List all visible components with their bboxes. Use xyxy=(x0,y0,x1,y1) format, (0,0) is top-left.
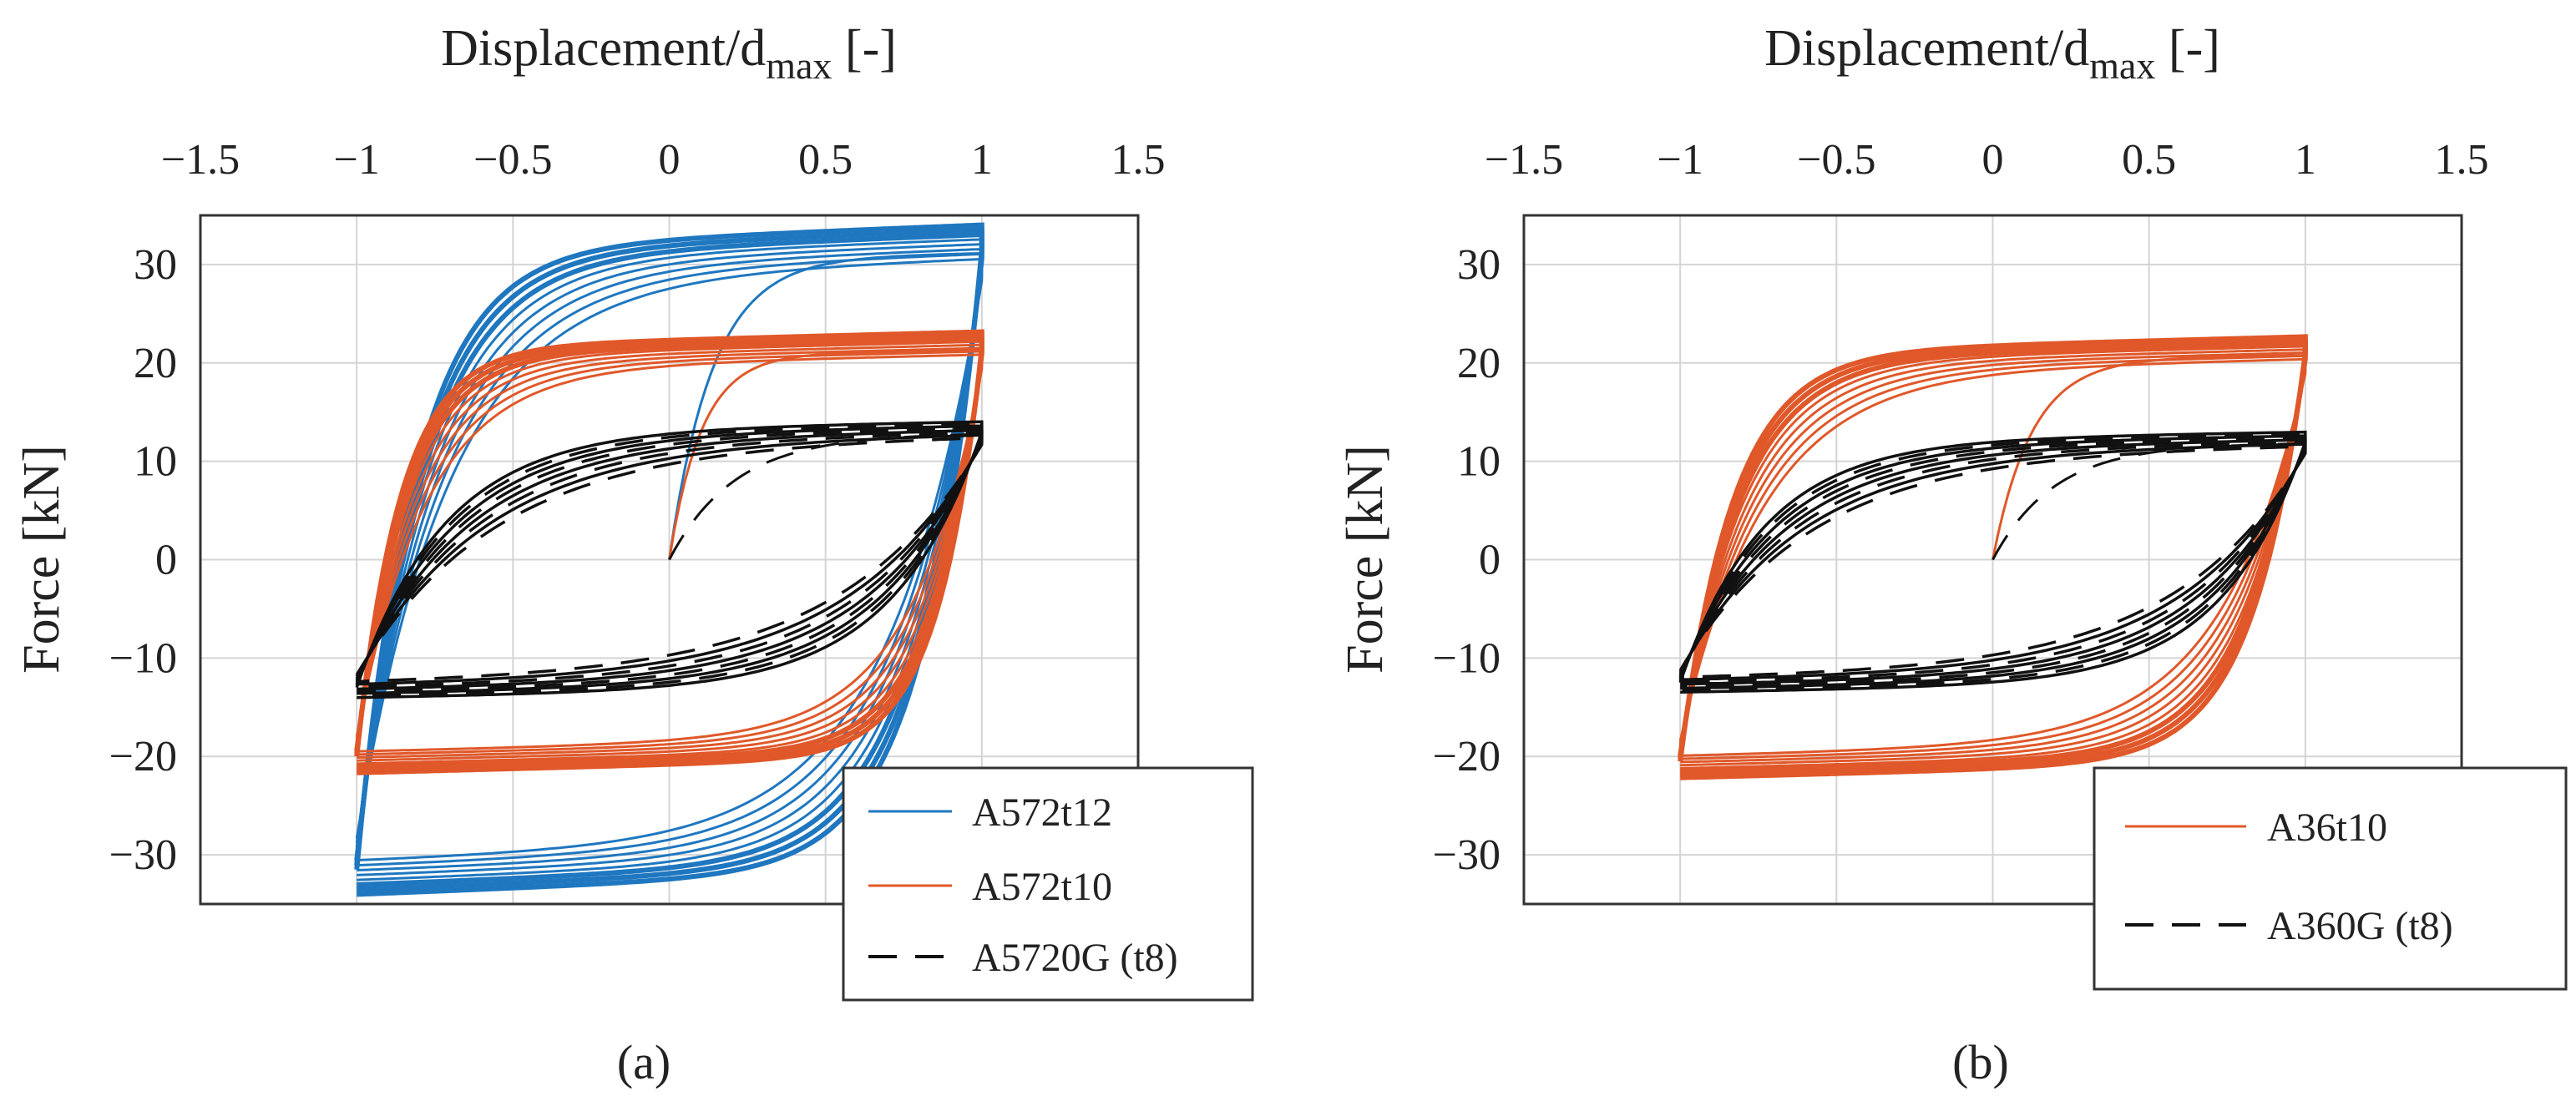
x-axis-title-a: Displacement/dmax [-] xyxy=(441,20,897,87)
x-tick-label: −1.5 xyxy=(1485,136,1563,184)
x-tick-label: 1.5 xyxy=(2435,136,2489,184)
series-a5720g-t8- xyxy=(355,420,984,699)
x-tick-label: −1.5 xyxy=(161,136,240,184)
initial-loading-curve xyxy=(668,349,982,560)
x-tick-label: 1 xyxy=(971,136,993,184)
x-tick-label: −0.5 xyxy=(473,136,552,184)
hysteresis-loop xyxy=(354,222,984,897)
legend-label-a572t10: A572t10 xyxy=(972,865,1112,909)
axes-frame-a xyxy=(199,214,1140,906)
curves-a xyxy=(354,222,984,897)
hysteresis-loop xyxy=(1678,430,2307,694)
legend-box-a xyxy=(842,766,1254,1002)
x-tick-label: 0 xyxy=(1982,136,2004,184)
axes-frame-b xyxy=(1522,214,2463,906)
legend-label-a572t12: A572t12 xyxy=(972,790,1112,835)
y-tick-label: −30 xyxy=(1433,831,1501,879)
x-tick-label: 0.5 xyxy=(798,136,853,184)
hysteresis-loop xyxy=(355,420,984,699)
y-tick-label: 20 xyxy=(134,340,177,387)
x-tick-label: −0.5 xyxy=(1797,136,1875,184)
panel-label-b: (b) xyxy=(1952,1035,2009,1089)
x-tick-labels-b: −1.5 −1 −0.5 0 0.5 1 1.5 xyxy=(1485,136,2489,184)
x-tick-label: 1.5 xyxy=(1111,136,1166,184)
series-a36t10 xyxy=(1678,334,2308,780)
y-tick-label: 30 xyxy=(1457,241,1501,289)
y-tick-label: −10 xyxy=(1433,634,1501,682)
y-axis-title-b: Force [kN] xyxy=(1337,445,1394,674)
y-tick-labels-a: 30 20 10 0 −10 −20 −30 xyxy=(109,241,177,879)
initial-loading-curve xyxy=(1991,442,2305,561)
hysteresis-loop xyxy=(1678,334,2308,780)
y-tick-label: −30 xyxy=(109,831,177,879)
legend-a: A572t12 A572t10 A5720G (t8) xyxy=(842,766,1254,1002)
x-tick-label: −1 xyxy=(1657,136,1703,184)
y-tick-labels-b: 30 20 10 0 −10 −20 −30 xyxy=(1433,241,1501,879)
y-axis-title-a: Force [kN] xyxy=(13,445,70,674)
y-tick-label: 10 xyxy=(1457,438,1501,486)
series-a360g-t8- xyxy=(1678,430,2307,694)
x-tick-label: −1 xyxy=(334,136,380,184)
legend-box-b xyxy=(2093,766,2568,991)
legend-label-a360g: A360G (t8) xyxy=(2267,904,2453,948)
x-axis-title-b: Displacement/dmax [-] xyxy=(1764,20,2220,87)
series-a572t12 xyxy=(354,222,984,897)
hysteresis-loop xyxy=(354,329,984,775)
initial-loading-curve xyxy=(668,432,982,561)
y-tick-label: 0 xyxy=(1479,537,1501,584)
y-tick-label: 20 xyxy=(1457,340,1501,387)
legend-label-a5720g: A5720G (t8) xyxy=(972,936,1178,980)
panel-a: −1.5 −1 −0.5 0 0.5 1 1.5 30 20 10 0 −10 −20 −30 Disp… xyxy=(13,20,1254,1089)
legend-b: A36t10 A360G (t8) xyxy=(2093,766,2568,991)
initial-loading-curve xyxy=(1991,354,2305,560)
series-a572t10 xyxy=(354,329,984,775)
curves-b xyxy=(1678,334,2308,780)
y-tick-label: 0 xyxy=(155,537,177,584)
legend-label-a36t10: A36t10 xyxy=(2267,806,2387,850)
hysteresis-loop xyxy=(1678,432,2307,692)
y-tick-label: −10 xyxy=(109,634,177,682)
panel-b: −1.5 −1 −0.5 0 0.5 1 1.5 30 20 10 0 −10 −20 −30 Disp… xyxy=(1337,20,2568,1089)
x-tick-label: 1 xyxy=(2295,136,2316,184)
y-tick-label: 30 xyxy=(134,241,177,289)
y-tick-label: 10 xyxy=(134,438,177,486)
x-tick-labels-a: −1.5 −1 −0.5 0 0.5 1 1.5 xyxy=(161,136,1166,184)
hysteresis-loop xyxy=(355,422,984,698)
y-tick-label: −20 xyxy=(109,733,177,780)
x-tick-label: 0 xyxy=(659,136,681,184)
x-tick-label: 0.5 xyxy=(2122,136,2176,184)
y-tick-label: −20 xyxy=(1433,733,1501,780)
panel-label-a: (a) xyxy=(617,1035,671,1089)
